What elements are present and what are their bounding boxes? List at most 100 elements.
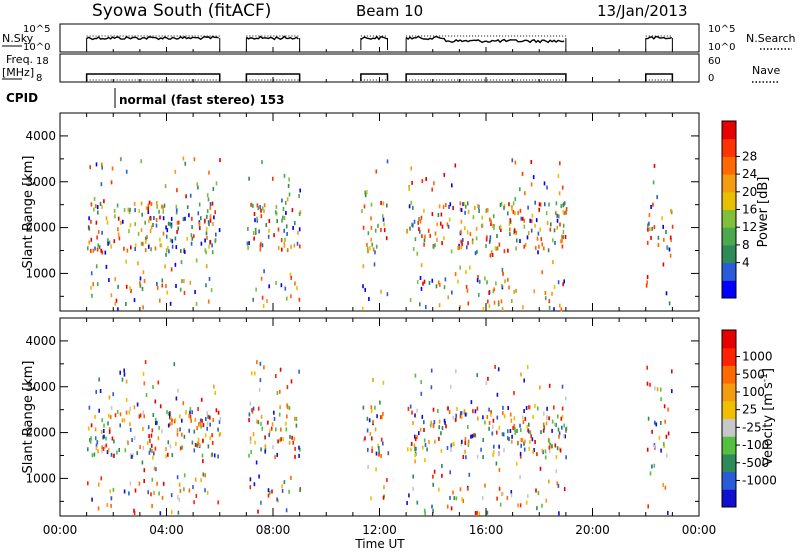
echo-point xyxy=(205,250,207,255)
echo-point xyxy=(269,490,271,495)
echo-point xyxy=(407,447,409,452)
nsearch-label: N.Search xyxy=(746,32,796,45)
echo-point xyxy=(170,216,173,221)
echo-point xyxy=(561,406,564,411)
echo-point xyxy=(288,489,290,494)
echo-point xyxy=(286,414,288,419)
echo-point xyxy=(144,248,147,253)
echo-point xyxy=(110,244,112,249)
echo-point xyxy=(464,449,466,454)
echo-point xyxy=(186,236,188,241)
echo-point xyxy=(267,420,269,425)
echo-point xyxy=(264,435,266,440)
nave-tick-top: 60 xyxy=(708,56,721,67)
echo-point xyxy=(556,213,558,218)
echo-point xyxy=(217,454,219,459)
echo-point xyxy=(200,241,203,246)
echo-point xyxy=(470,400,473,405)
echo-point xyxy=(201,453,204,458)
echo-point xyxy=(166,290,169,295)
echo-point xyxy=(550,444,552,449)
echo-point xyxy=(123,246,125,251)
echo-point xyxy=(524,242,527,247)
echo-point xyxy=(197,185,199,190)
echo-point xyxy=(523,447,526,452)
echo-point xyxy=(498,452,500,457)
echo-point xyxy=(206,421,209,426)
echo-point xyxy=(275,211,278,216)
echo-point xyxy=(371,446,373,451)
echo-point xyxy=(455,417,457,422)
echo-point xyxy=(535,488,537,493)
echo-point xyxy=(149,447,152,452)
echo-point xyxy=(541,448,544,453)
echo-point xyxy=(375,244,378,249)
echo-point xyxy=(90,286,92,290)
echo-point xyxy=(534,440,536,444)
echo-point xyxy=(462,238,464,243)
echo-point xyxy=(134,243,137,248)
echo-point xyxy=(202,459,204,464)
echo-point xyxy=(537,231,540,236)
echo-point xyxy=(153,490,155,495)
echo-point xyxy=(118,236,121,241)
colorbar-segment xyxy=(722,365,736,384)
echo-point xyxy=(492,418,495,423)
echo-point xyxy=(268,228,270,233)
echo-point xyxy=(106,220,109,225)
echo-point xyxy=(272,176,274,181)
echo-point xyxy=(467,241,469,246)
echo-point xyxy=(429,423,432,428)
echo-point xyxy=(523,218,525,223)
freq-tick-top: 18 xyxy=(36,56,49,67)
echo-point xyxy=(476,249,478,254)
echo-point xyxy=(476,510,478,515)
echo-point xyxy=(92,248,95,253)
echo-point xyxy=(489,217,491,222)
echo-point xyxy=(386,292,389,297)
echo-point xyxy=(489,253,492,258)
echo-point xyxy=(499,502,502,507)
echo-point xyxy=(556,446,559,451)
echo-point xyxy=(424,511,426,516)
echo-point xyxy=(559,448,562,453)
echo-point xyxy=(371,242,373,247)
echo-point xyxy=(496,392,499,397)
echo-point xyxy=(268,284,270,289)
echo-point xyxy=(90,219,92,224)
echo-point xyxy=(670,210,673,215)
echo-point xyxy=(143,279,146,283)
echo-point xyxy=(433,181,435,186)
echo-point xyxy=(490,219,492,224)
echo-point xyxy=(137,231,140,236)
echo-point xyxy=(141,286,144,291)
echo-point xyxy=(96,247,99,252)
echo-point xyxy=(548,449,551,454)
echo-point xyxy=(138,481,141,486)
echo-point xyxy=(202,472,205,477)
echo-point xyxy=(107,421,109,426)
echo-point xyxy=(196,426,198,431)
echo-point xyxy=(285,427,288,432)
echo-point xyxy=(425,177,427,181)
nsky-tick-bottom: 10^0 xyxy=(23,42,50,53)
echo-point xyxy=(650,205,652,209)
echo-point xyxy=(362,405,365,410)
echo-point xyxy=(517,503,519,508)
echo-point xyxy=(87,447,89,452)
echo-point xyxy=(557,280,560,285)
echo-point xyxy=(192,485,194,490)
echo-point xyxy=(482,415,484,420)
echo-point xyxy=(105,216,108,221)
echo-point xyxy=(464,412,467,417)
echo-point xyxy=(181,432,183,437)
echo-point xyxy=(527,205,529,210)
echo-point xyxy=(214,391,216,395)
echo-point xyxy=(501,432,504,437)
echo-point xyxy=(667,407,669,412)
echo-point xyxy=(412,474,414,479)
echo-point xyxy=(99,389,102,393)
nsky-traces xyxy=(86,35,673,50)
echo-point xyxy=(189,407,192,412)
echo-point xyxy=(546,415,548,420)
